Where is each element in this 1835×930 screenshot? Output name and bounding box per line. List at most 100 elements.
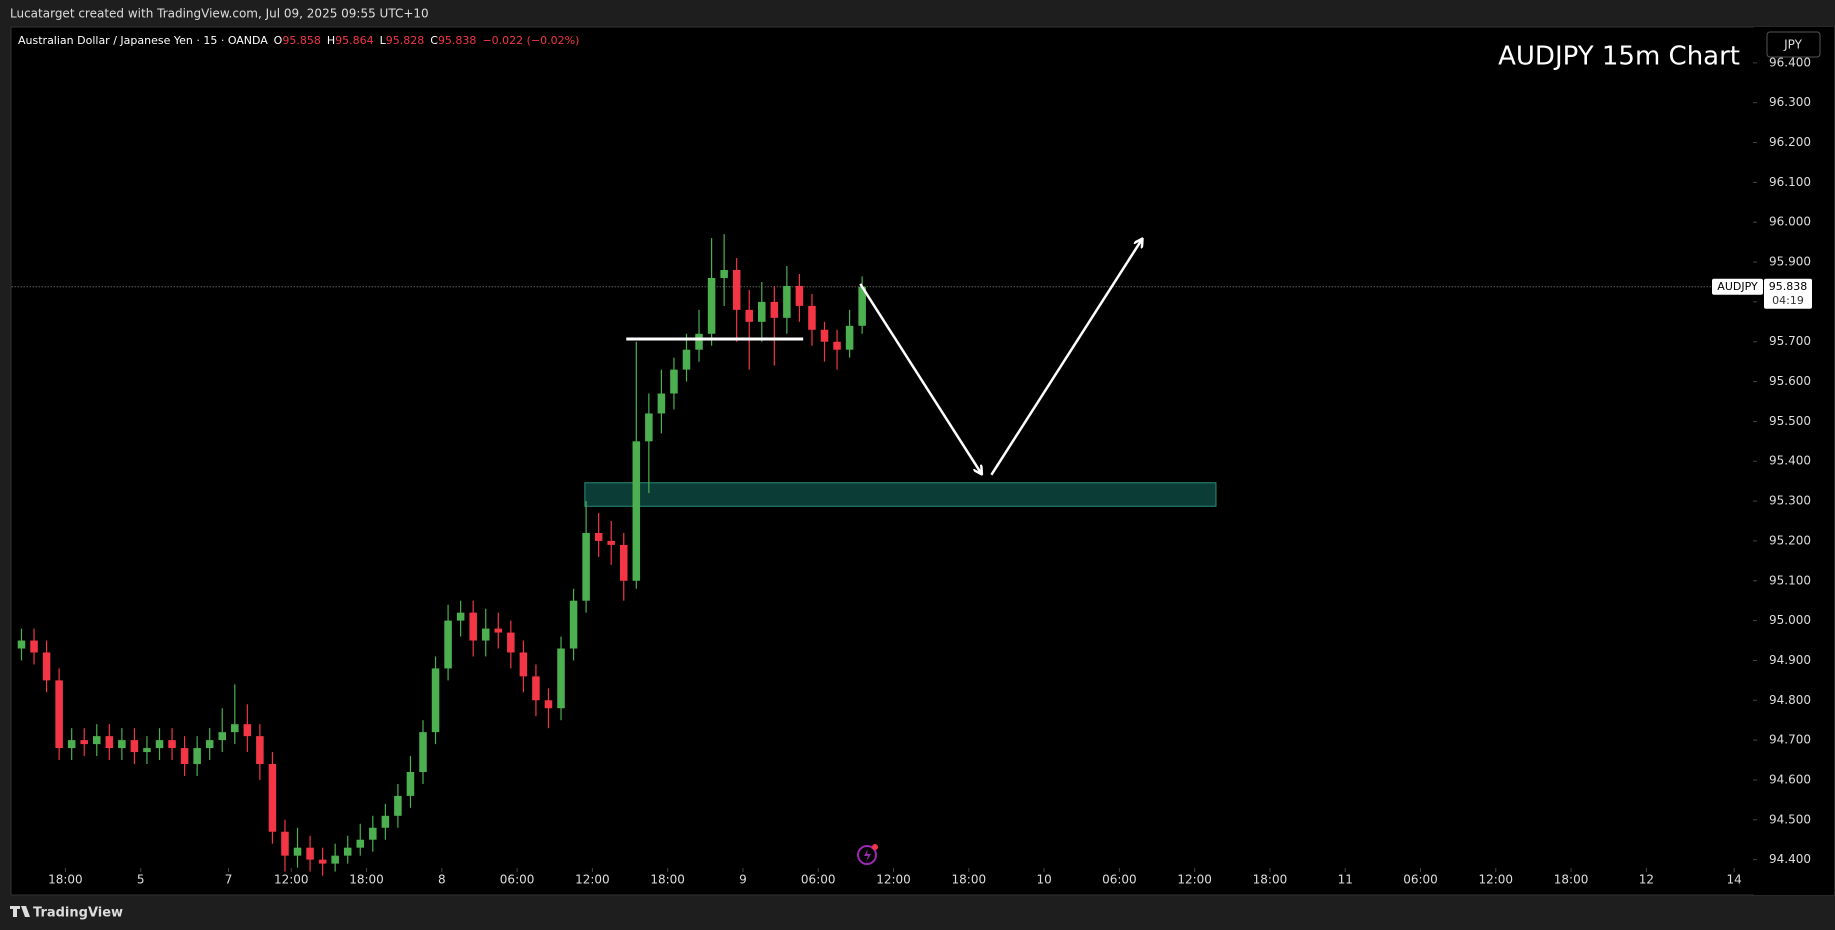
candle-body bbox=[645, 413, 653, 442]
x-tick-label: 18:00 bbox=[952, 873, 987, 887]
candle-body bbox=[306, 847, 314, 860]
candle-body bbox=[431, 668, 440, 733]
candle-body bbox=[682, 349, 691, 370]
legend: Australian Dollar / Japanese Yen · 15 · … bbox=[18, 34, 579, 47]
x-tick-label: 14 bbox=[1727, 873, 1742, 887]
candle-body bbox=[218, 732, 227, 741]
symbol-tag bbox=[1712, 278, 1763, 295]
y-tick-label: 94.600 bbox=[1769, 772, 1811, 786]
price-tag-label: 95.838 bbox=[1769, 280, 1808, 293]
x-tick-label: 9 bbox=[739, 873, 747, 887]
x-tick-label: 12:00 bbox=[1177, 873, 1212, 887]
candle-body bbox=[406, 771, 415, 796]
y-tick-label: 95.000 bbox=[1769, 613, 1811, 627]
candle-body bbox=[343, 847, 352, 856]
x-tick-label: 11 bbox=[1338, 873, 1353, 887]
y-tick-label: 95.900 bbox=[1769, 255, 1811, 269]
ohlc-value: 95.838 bbox=[438, 34, 477, 47]
y-tick-label: 94.900 bbox=[1769, 653, 1811, 667]
candle-body bbox=[619, 544, 628, 581]
y-tick-label: 96.300 bbox=[1769, 95, 1811, 109]
candle-body bbox=[168, 740, 176, 749]
x-tick-label: 18:00 bbox=[1253, 873, 1288, 887]
candle-body bbox=[820, 329, 829, 342]
candle-body bbox=[293, 847, 302, 856]
currency-label: JPY bbox=[1783, 38, 1803, 52]
candle-body bbox=[845, 325, 854, 350]
candle-body bbox=[155, 740, 164, 749]
candle-body bbox=[205, 740, 214, 749]
candle-body bbox=[243, 724, 252, 737]
candle-body bbox=[143, 748, 151, 753]
candle-body bbox=[381, 815, 390, 828]
candle-body bbox=[369, 827, 377, 840]
candle-body bbox=[193, 748, 201, 765]
price-tag bbox=[1764, 278, 1812, 309]
arrow bbox=[859, 283, 981, 474]
candle-body bbox=[318, 859, 327, 864]
candle-body bbox=[55, 680, 63, 749]
x-tick-label: 06:00 bbox=[801, 873, 836, 887]
candle-body bbox=[519, 652, 528, 677]
y-tick-label: 96.000 bbox=[1769, 215, 1811, 229]
ohlc-value: 95.858 bbox=[282, 34, 321, 47]
logo bbox=[10, 906, 30, 917]
candle-body bbox=[795, 285, 804, 306]
chart-title: AUDJPY 15m Chart bbox=[1498, 42, 1740, 72]
candle-body bbox=[231, 724, 239, 733]
x-tick-label: 8 bbox=[438, 873, 446, 887]
candle-body bbox=[93, 736, 101, 745]
candle-body bbox=[532, 676, 540, 701]
x-tick-label: 12:00 bbox=[876, 873, 911, 887]
y-tick-label: 95.500 bbox=[1769, 414, 1811, 428]
candle-body bbox=[544, 700, 553, 709]
demand-zone bbox=[584, 482, 1217, 507]
candle-body bbox=[481, 628, 490, 641]
symbol-tag-label: AUDJPY bbox=[1717, 280, 1758, 293]
candle-body bbox=[118, 740, 126, 749]
x-tick-label: 18:00 bbox=[650, 873, 685, 887]
x-tick-label: 18:00 bbox=[48, 873, 83, 887]
y-tick-label: 96.400 bbox=[1769, 55, 1811, 69]
x-tick-label: 12:00 bbox=[575, 873, 610, 887]
currency-button[interactable] bbox=[1766, 31, 1821, 58]
y-tick-label: 94.500 bbox=[1769, 812, 1811, 826]
symbol-name: Australian Dollar / Japanese Yen · 15 · … bbox=[18, 34, 268, 47]
x-tick-label: 18:00 bbox=[1554, 873, 1589, 887]
x-tick-label: 12:00 bbox=[1478, 873, 1513, 887]
price-scale bbox=[1754, 27, 1834, 895]
candle-body bbox=[456, 612, 465, 621]
y-tick-label: 96.200 bbox=[1769, 135, 1811, 149]
brand: TradingView bbox=[33, 906, 123, 921]
candle-body bbox=[783, 285, 791, 318]
candle-body bbox=[557, 648, 565, 709]
candle-body bbox=[67, 740, 76, 749]
x-tick-label: 10 bbox=[1036, 873, 1051, 887]
candle-body bbox=[707, 277, 716, 334]
candle-body bbox=[858, 286, 866, 326]
x-tick-label: 5 bbox=[137, 873, 145, 887]
candle-body bbox=[758, 301, 766, 322]
ohlc-key: C bbox=[430, 34, 438, 47]
arrow bbox=[990, 239, 1142, 476]
x-tick-label: 06:00 bbox=[500, 873, 535, 887]
candle-body bbox=[80, 740, 88, 745]
candle-body bbox=[770, 301, 779, 318]
countdown: 04:19 bbox=[1772, 294, 1804, 307]
candle-body bbox=[833, 341, 841, 350]
candle-body bbox=[632, 441, 641, 581]
candle-body bbox=[657, 393, 666, 414]
candle-body bbox=[180, 748, 189, 765]
y-tick-label: 95.300 bbox=[1769, 494, 1811, 508]
y-tick-label: 95.600 bbox=[1769, 374, 1811, 388]
y-tick-label: 95.100 bbox=[1769, 573, 1811, 587]
alert-icon bbox=[857, 844, 878, 865]
candle-body bbox=[494, 628, 503, 633]
y-tick-label: 94.400 bbox=[1769, 852, 1811, 866]
candle-body bbox=[331, 855, 339, 864]
candle-body bbox=[17, 640, 26, 649]
ohlc-key: L bbox=[380, 34, 387, 47]
candle-body bbox=[444, 620, 452, 669]
